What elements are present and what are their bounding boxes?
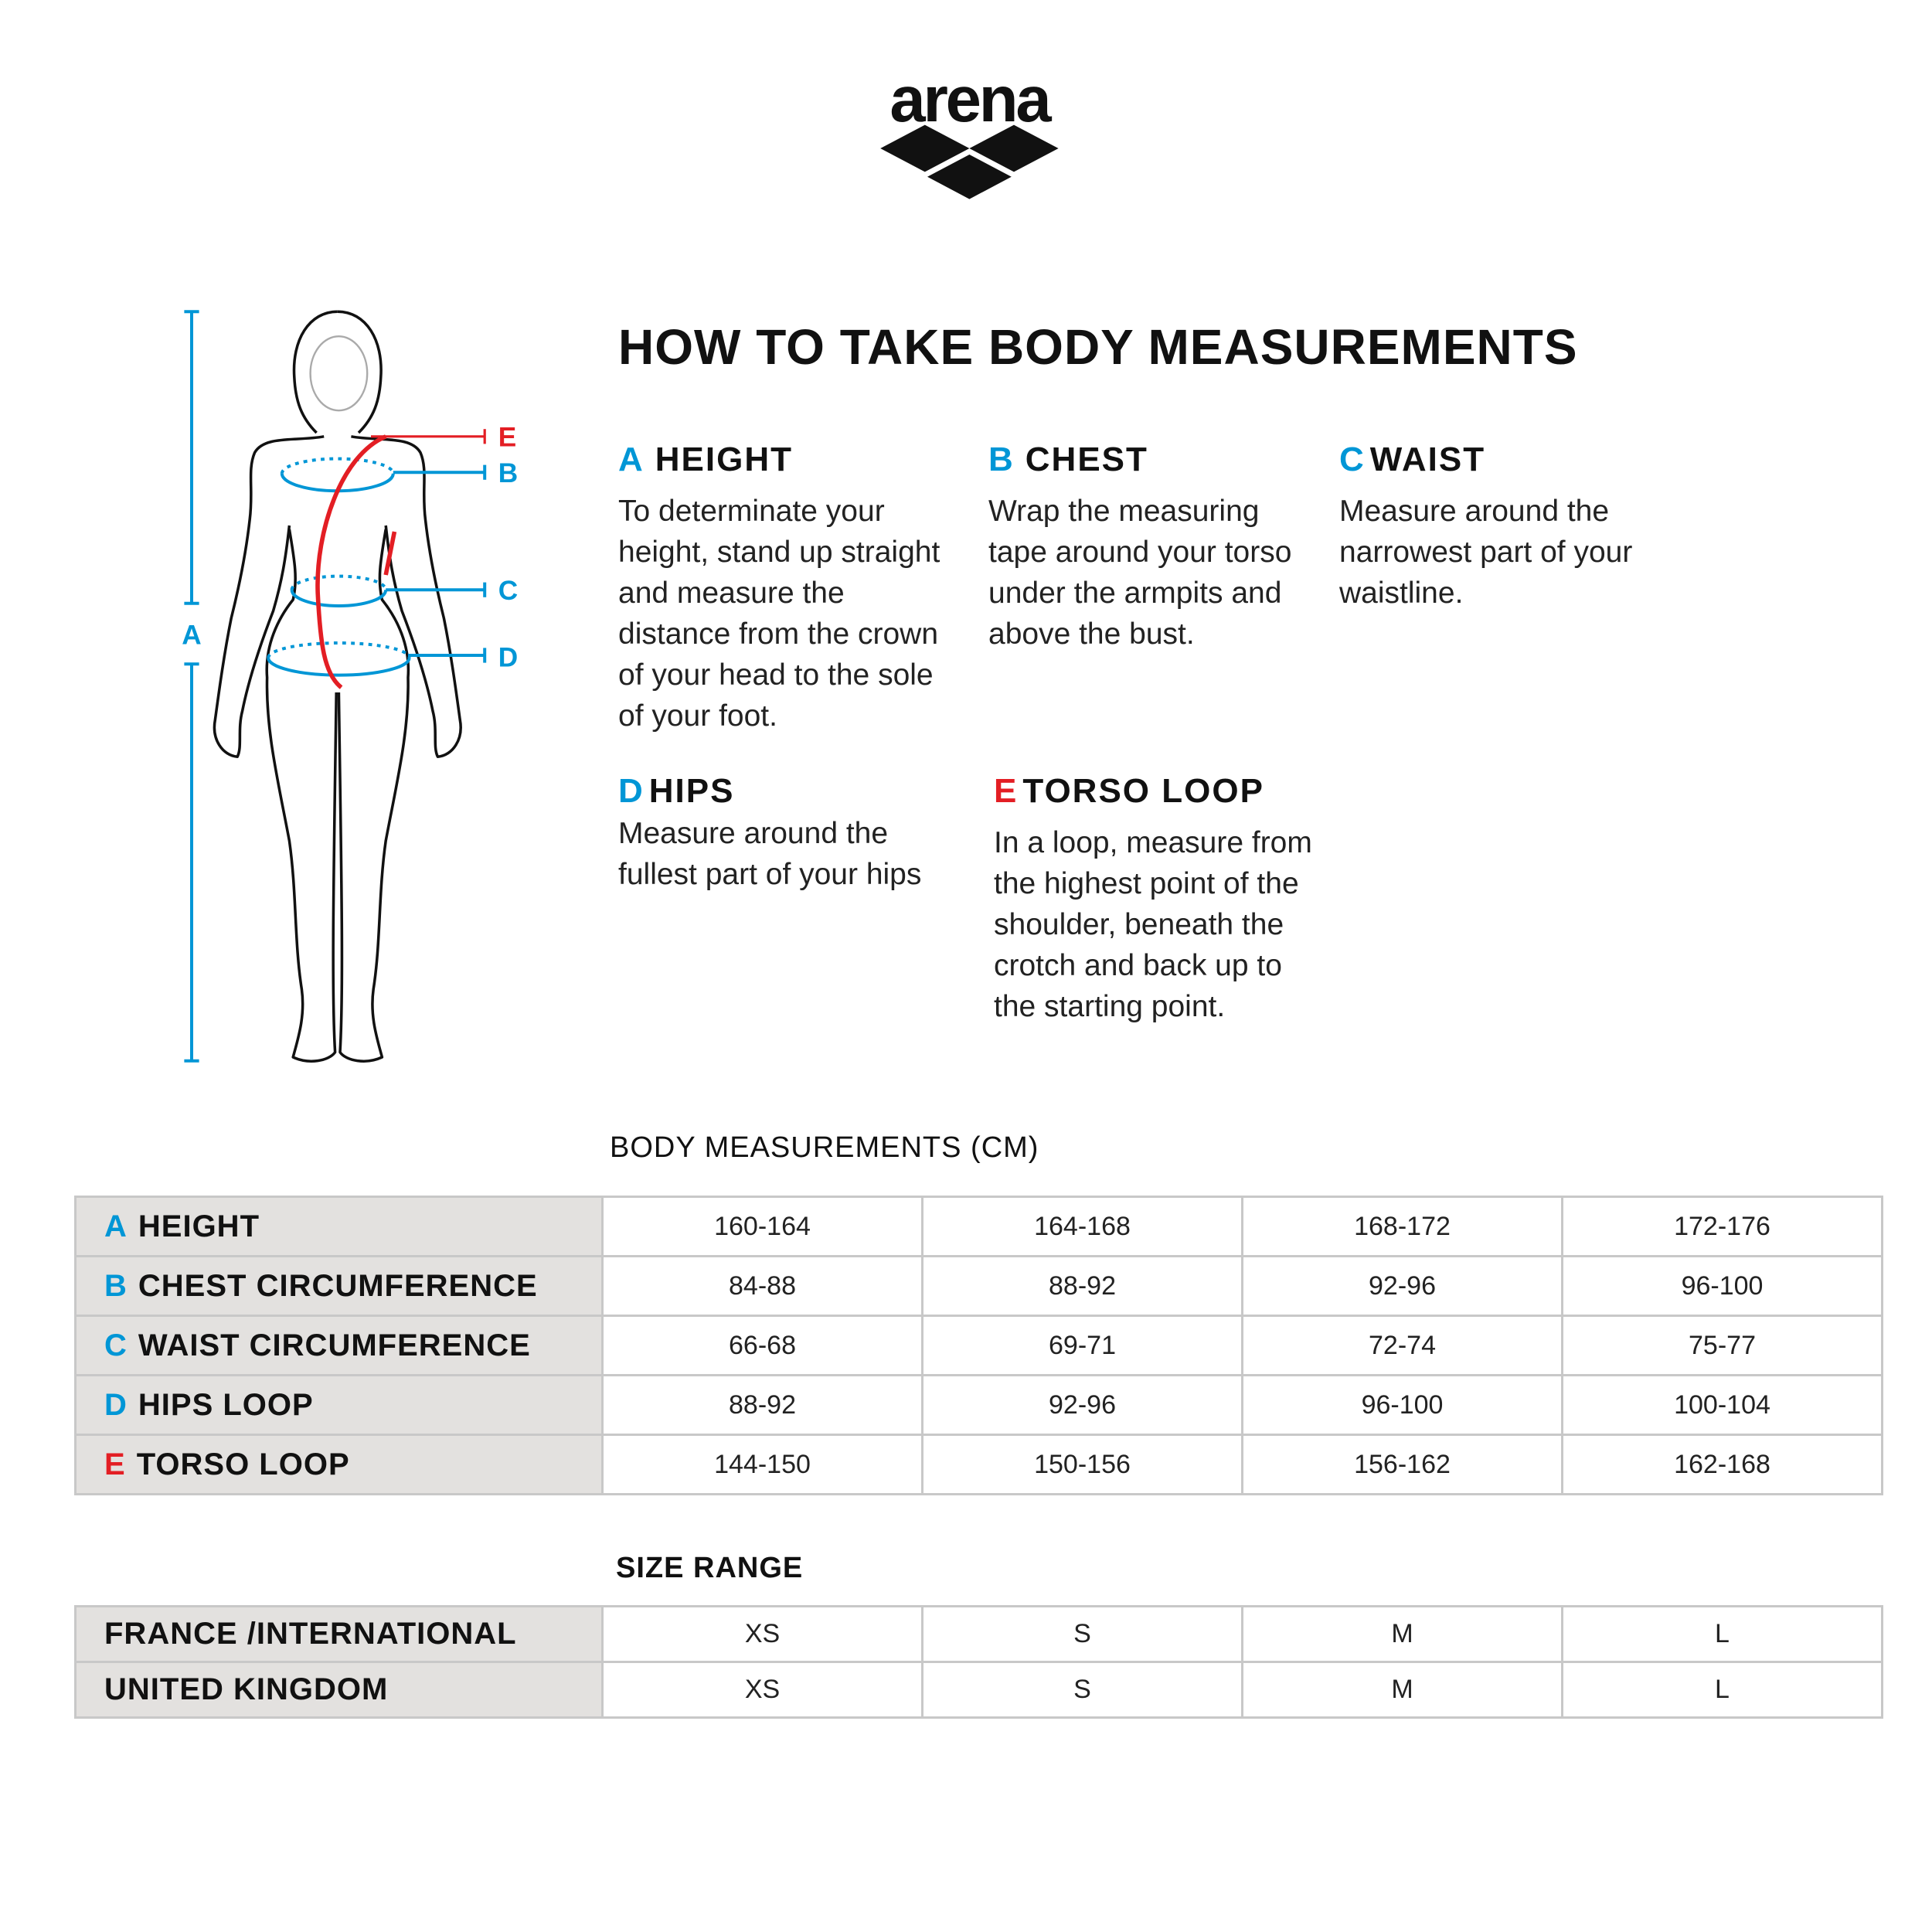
table-cell: 88-92 — [601, 1374, 923, 1436]
section-text: Measure around the fullest part of your … — [618, 817, 922, 891]
body-figure — [213, 310, 462, 1063]
waist-loop-front — [290, 589, 388, 607]
table-cell: 92-96 — [921, 1374, 1243, 1436]
figure-left-half — [213, 310, 338, 1063]
table-row: A HEIGHT 160-164 164-168 168-172 172-176 — [74, 1196, 1883, 1257]
row-label-cell: D HIPS LOOP — [74, 1374, 604, 1436]
section-text: Measure around the narrowest part of you… — [1339, 495, 1633, 610]
size-range-table: FRANCE /INTERNATIONAL XS S M L UNITED KINGDOM… — [74, 1605, 1883, 1719]
figure-right-half — [337, 310, 462, 1063]
table-cell: 168-172 — [1241, 1196, 1563, 1257]
logo-diamond-left — [880, 124, 970, 172]
section-letter: C — [1339, 440, 1366, 478]
section-text: To determinate your height, stand up str… — [618, 495, 940, 733]
measurement-loops — [267, 457, 487, 677]
row-letter: A — [104, 1209, 128, 1243]
hips-loop-front — [267, 657, 411, 677]
arena-logo: arena — [880, 63, 1059, 199]
row-label-cell: B CHEST CIRCUMFERENCE — [74, 1255, 604, 1317]
table-cell: 172-176 — [1561, 1196, 1883, 1257]
table-cell: 88-92 — [921, 1255, 1243, 1317]
row-label: WAIST CIRCUMFERENCE — [138, 1328, 531, 1362]
table-row: B CHEST CIRCUMFERENCE 84-88 88-92 92-96 96-10… — [74, 1255, 1883, 1317]
section-text: Wrap the measuring tape around your tors… — [988, 495, 1292, 651]
table-cell: 156-162 — [1241, 1434, 1563, 1495]
table-row: C WAIST CIRCUMFERENCE 66-68 69-71 72-74 75-77 — [74, 1315, 1883, 1376]
table-row: D HIPS LOOP 88-92 92-96 96-100 100-104 — [74, 1374, 1883, 1436]
table-row: E TORSO LOOP 144-150 150-156 156-162 162-168 — [74, 1434, 1883, 1495]
row-label: UNITED KINGDOM — [74, 1661, 604, 1719]
table-cell: 164-168 — [921, 1196, 1243, 1257]
table-cell: 96-100 — [1561, 1255, 1883, 1317]
table-cell: 150-156 — [921, 1434, 1243, 1495]
section-chest: B CHEST Wrap the measuring tape around yo… — [988, 438, 1298, 655]
label-a: A — [182, 621, 201, 651]
table-cell: S — [921, 1661, 1243, 1719]
table-cell: 69-71 — [921, 1315, 1243, 1376]
section-letter: A — [618, 440, 645, 478]
hips-loop-back — [267, 641, 411, 658]
face-outline — [309, 335, 369, 412]
section-height: A HEIGHT To determinate your height, stan… — [618, 438, 943, 736]
table-cell: 144-150 — [601, 1434, 923, 1495]
page-title: HOW TO TAKE BODY MEASUREMENTS — [618, 319, 1578, 375]
table-cell: S — [921, 1605, 1243, 1663]
table-cell: 96-100 — [1241, 1374, 1563, 1436]
row-label: TORSO LOOP — [136, 1447, 350, 1481]
table-cell: 100-104 — [1561, 1374, 1883, 1436]
row-label-cell: C WAIST CIRCUMFERENCE — [74, 1315, 604, 1376]
row-label: HIPS LOOP — [138, 1387, 314, 1422]
table-cell: 160-164 — [601, 1196, 923, 1257]
table-cell: 162-168 — [1561, 1434, 1883, 1495]
measurements-heading: BODY MEASUREMENTS (CM) — [610, 1131, 1039, 1164]
chest-loop-back — [280, 457, 395, 474]
table-cell: 72-74 — [1241, 1315, 1563, 1376]
label-c: C — [498, 576, 518, 606]
section-waist: C WAIST Measure around the narrowest part… — [1339, 438, 1679, 614]
table-cell: L — [1561, 1605, 1883, 1663]
row-label: CHEST CIRCUMFERENCE — [138, 1268, 538, 1303]
size-range-heading: SIZE RANGE — [616, 1552, 804, 1584]
row-letter: D — [104, 1387, 128, 1422]
body-measurements-table: A HEIGHT 160-164 164-168 168-172 172-176 B CHES… — [74, 1196, 1883, 1495]
section-torso-loop: E TORSO LOOP In a loop, measure from the … — [994, 770, 1318, 1027]
row-label-cell: A HEIGHT — [74, 1196, 604, 1257]
section-text: In a loop, measure from the highest poin… — [994, 826, 1312, 1023]
table-cell: M — [1241, 1605, 1563, 1663]
section-hips: D HIPS Measure around the fullest part of… — [618, 770, 958, 895]
height-indicator — [184, 310, 199, 1063]
section-title: CHEST — [1025, 440, 1148, 478]
section-title: WAIST — [1369, 440, 1486, 478]
table-cell: M — [1241, 1661, 1563, 1719]
section-letter: D — [618, 772, 645, 810]
label-b: B — [498, 458, 518, 488]
table-cell: 75-77 — [1561, 1315, 1883, 1376]
table-cell: 84-88 — [601, 1255, 923, 1317]
row-label-cell: E TORSO LOOP — [74, 1434, 604, 1495]
torso-loop — [315, 429, 486, 689]
table-cell: L — [1561, 1661, 1883, 1719]
section-title: HIPS — [648, 772, 735, 810]
table-cell: XS — [601, 1605, 923, 1663]
row-letter: C — [104, 1328, 128, 1362]
section-letter: E — [994, 772, 1019, 810]
table-cell: 92-96 — [1241, 1255, 1563, 1317]
table-cell: 66-68 — [601, 1315, 923, 1376]
table-row: FRANCE /INTERNATIONAL XS S M L — [74, 1605, 1883, 1663]
label-d: D — [498, 642, 518, 672]
table-cell: XS — [601, 1661, 923, 1719]
section-title: HEIGHT — [655, 440, 794, 478]
row-label: FRANCE /INTERNATIONAL — [74, 1605, 604, 1663]
row-label: HEIGHT — [138, 1209, 260, 1243]
label-e: E — [498, 423, 516, 453]
table-row: UNITED KINGDOM XS S M L — [74, 1661, 1883, 1719]
logo-wordmark: arena — [889, 63, 1052, 135]
waist-loop-back — [290, 574, 388, 590]
section-title: TORSO LOOP — [1022, 772, 1264, 810]
row-letter: E — [104, 1447, 126, 1481]
section-letter: B — [988, 440, 1015, 478]
row-letter: B — [104, 1268, 128, 1303]
